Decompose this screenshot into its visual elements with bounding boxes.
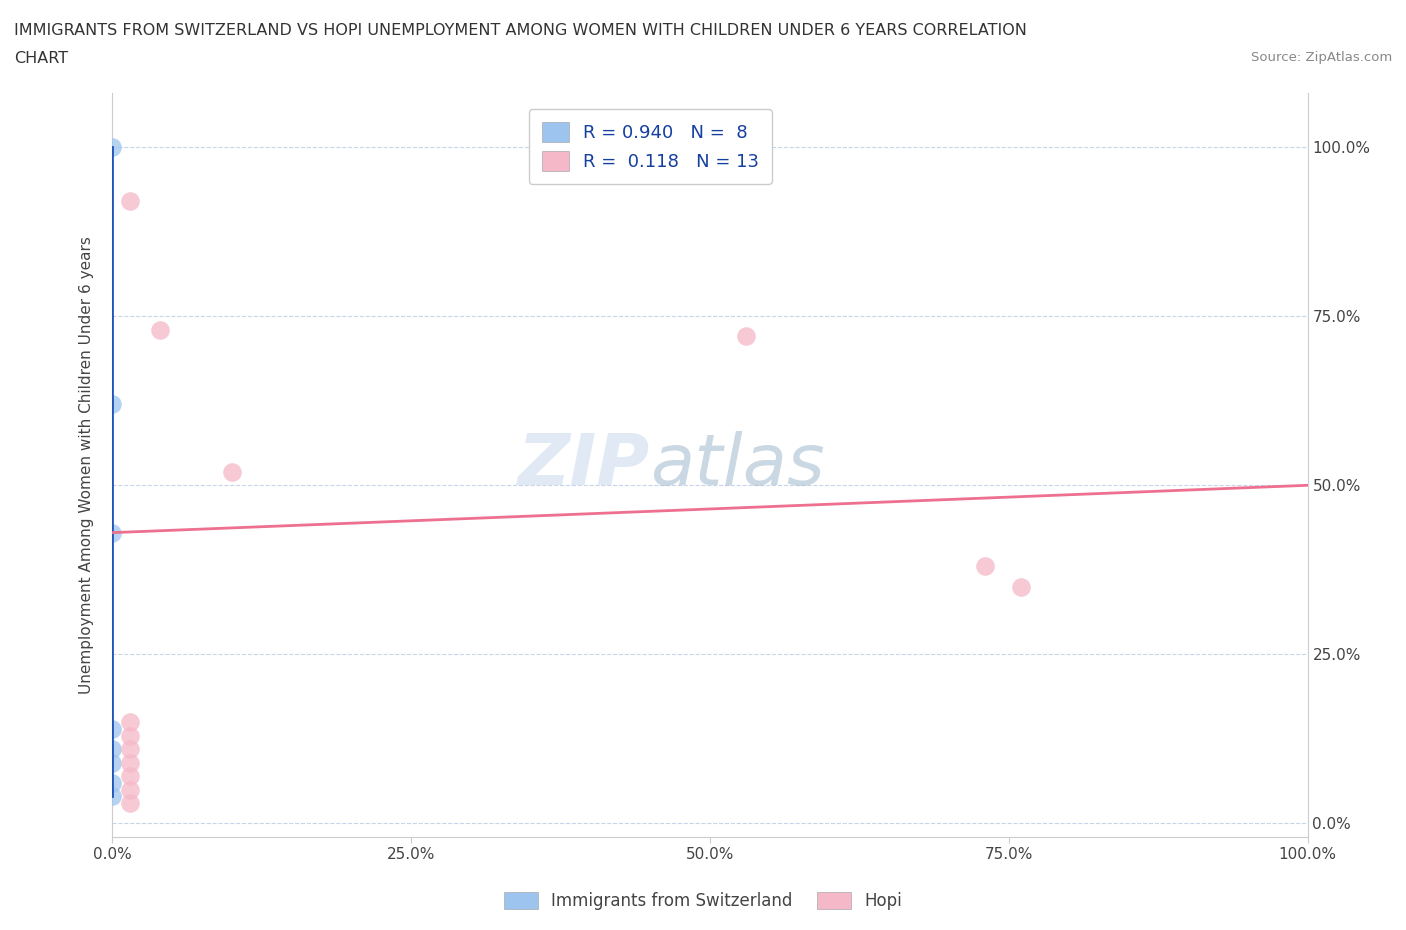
Text: atlas: atlas	[651, 431, 825, 499]
Text: CHART: CHART	[14, 51, 67, 66]
Y-axis label: Unemployment Among Women with Children Under 6 years: Unemployment Among Women with Children U…	[79, 236, 94, 694]
Point	[120, 782, 142, 797]
Point	[101, 140, 124, 154]
Point	[120, 796, 142, 811]
Point	[120, 714, 142, 729]
Point	[101, 397, 124, 412]
Point	[120, 755, 142, 770]
Point	[974, 559, 997, 574]
Point	[120, 769, 142, 784]
Legend: Immigrants from Switzerland, Hopi: Immigrants from Switzerland, Hopi	[498, 885, 908, 917]
Point	[101, 741, 124, 756]
Text: ZIP: ZIP	[517, 431, 651, 499]
Point	[120, 193, 142, 208]
Point	[120, 728, 142, 743]
Text: IMMIGRANTS FROM SWITZERLAND VS HOPI UNEMPLOYMENT AMONG WOMEN WITH CHILDREN UNDER: IMMIGRANTS FROM SWITZERLAND VS HOPI UNEM…	[14, 23, 1026, 38]
Text: Source: ZipAtlas.com: Source: ZipAtlas.com	[1251, 51, 1392, 64]
Point	[735, 329, 758, 344]
Point	[101, 525, 124, 540]
Point	[120, 741, 142, 756]
Point	[1010, 579, 1032, 594]
Point	[221, 464, 243, 479]
Point	[101, 755, 124, 770]
Legend: R = 0.940   N =  8, R =  0.118   N = 13: R = 0.940 N = 8, R = 0.118 N = 13	[529, 110, 772, 183]
Point	[149, 323, 172, 338]
Point	[101, 789, 124, 804]
Point	[101, 776, 124, 790]
Point	[101, 722, 124, 737]
